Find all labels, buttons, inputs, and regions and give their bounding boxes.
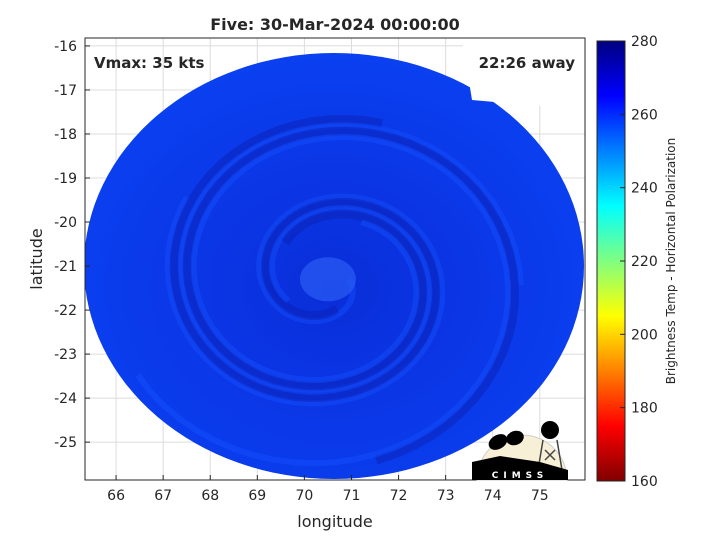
x-tick-label: 69 xyxy=(248,488,266,504)
colorbar-tick-label: 200 xyxy=(631,327,658,343)
x-tick-label: 74 xyxy=(484,488,502,504)
y-axis-label: latitude xyxy=(27,228,46,289)
x-tick-label: 72 xyxy=(390,488,408,504)
y-tick-label: -23 xyxy=(54,347,77,363)
x-tick-label: 73 xyxy=(437,488,455,504)
colorbar-label: Brightness Temp - Horizontal Polarizatio… xyxy=(664,138,678,385)
spiral-band xyxy=(135,133,511,467)
axes: 66 67 68 69 70 71 72 73 74 75 -16 -17 -18 -19 -20 -21 -2… xyxy=(54,39,549,504)
chart-title: Five: 30-Mar-2024 00:00:00 xyxy=(210,15,460,34)
spiral-band xyxy=(182,126,520,465)
colorbar-tick-label: 240 xyxy=(631,181,658,197)
x-tick-label: 68 xyxy=(201,488,219,504)
x-tick-label: 66 xyxy=(107,488,125,504)
x-axis-label: longitude xyxy=(297,512,372,531)
time-away-annotation: 22:26 away xyxy=(479,54,576,72)
spiral-bands xyxy=(135,114,524,467)
colorbar-tick-label: 180 xyxy=(631,401,658,417)
vmax-annotation: Vmax: 35 kts xyxy=(94,54,204,72)
colorbar-tick-label: 220 xyxy=(631,254,658,270)
x-tick-label: 70 xyxy=(295,488,313,504)
y-tick-label: -16 xyxy=(54,39,77,55)
spiral-band xyxy=(164,193,446,407)
swath-cut xyxy=(462,38,585,110)
y-tick-label: -25 xyxy=(54,435,77,451)
cimss-logo: CIMSS xyxy=(472,421,568,481)
y-tick-label: -24 xyxy=(54,391,77,407)
colorbar-tick-label: 280 xyxy=(631,34,658,50)
heatmap xyxy=(85,38,585,479)
y-tick-label: -20 xyxy=(54,215,77,231)
x-tick-label: 67 xyxy=(154,488,172,504)
x-tick-label: 75 xyxy=(531,488,549,504)
spiral-band xyxy=(169,114,441,403)
y-tick-label: -19 xyxy=(54,171,77,187)
y-tick-label: -21 xyxy=(54,259,77,275)
plot-frame xyxy=(84,37,586,481)
x-tick-label: 71 xyxy=(343,488,361,504)
colorbar-ticks: 160 180 200 220 240 260 280 xyxy=(620,34,658,490)
colorbar-tick-label: 160 xyxy=(631,474,658,490)
spiral-band xyxy=(177,122,524,395)
y-tick-label: -18 xyxy=(54,127,77,143)
y-tick-label: -17 xyxy=(54,83,77,99)
y-tick-label: -22 xyxy=(54,303,77,319)
colorbar-tick-label: 260 xyxy=(631,107,658,123)
storm-center xyxy=(299,257,356,302)
logo-text: CIMSS xyxy=(492,471,548,481)
